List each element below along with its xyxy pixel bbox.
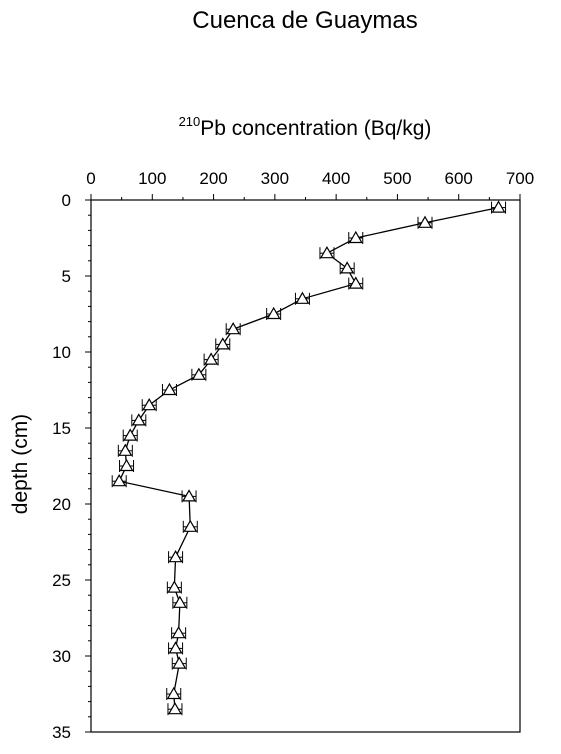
data-point (168, 549, 184, 564)
data-point (348, 230, 364, 244)
chart-title: Cuenca de Guaymas (192, 7, 417, 34)
triangle-marker (123, 428, 138, 441)
triangle-marker (491, 200, 506, 213)
triangle-marker (168, 549, 183, 563)
data-point (294, 291, 310, 305)
data-point (348, 276, 364, 290)
triangle-marker (191, 367, 206, 380)
triangle-marker (226, 321, 241, 335)
triangle-marker (172, 656, 187, 669)
triangle-marker (417, 215, 433, 228)
triangle-marker (142, 397, 157, 411)
triangle-marker (168, 641, 183, 654)
x-tick-label: 500 (383, 169, 411, 188)
y-axis-ticks: 0 5 10 15 20 25 30 35 (52, 191, 91, 742)
plot-frame (90, 199, 521, 733)
data-point (166, 580, 182, 594)
y-axis-label: depth (cm) (9, 414, 32, 514)
x-tick-label: 100 (138, 169, 166, 188)
data-point (203, 352, 219, 366)
data-series (111, 200, 507, 716)
triangle-marker (167, 580, 182, 593)
data-point (172, 595, 188, 609)
x-axis-label: 210Pb concentration (Bq/kg) (179, 114, 432, 140)
x-axis-label-text: Pb concentration (Bq/kg) (200, 117, 431, 140)
data-point (111, 473, 127, 488)
triangle-marker (348, 276, 363, 289)
y-tick-label: 25 (52, 571, 71, 590)
data-point (168, 641, 184, 655)
x-tick-label: 200 (199, 169, 227, 188)
data-point (339, 261, 355, 275)
x-tick-label: 700 (506, 169, 534, 188)
y-tick-label: 35 (52, 723, 71, 742)
triangle-marker (166, 686, 181, 700)
data-point (117, 443, 133, 457)
triangle-marker (131, 413, 146, 426)
triangle-marker (183, 519, 198, 532)
data-point (166, 686, 182, 700)
data-point (182, 519, 198, 533)
triangle-marker (340, 261, 355, 274)
data-point (181, 489, 197, 503)
data-point (171, 625, 187, 640)
data-point (119, 458, 135, 472)
triangle-marker (112, 473, 127, 487)
data-point (417, 215, 433, 229)
x-tick-label: 600 (445, 169, 473, 188)
x-axis-label-superscript: 210 (179, 114, 201, 129)
data-point (266, 306, 282, 320)
triangle-marker (171, 625, 186, 639)
triangle-marker (204, 352, 219, 365)
triangle-marker (167, 701, 182, 715)
triangle-marker (182, 489, 197, 502)
x-axis-ticks: 0 100 200 300 400 500 600 700 (86, 169, 534, 200)
triangle-marker (162, 382, 177, 396)
triangle-marker (119, 458, 134, 472)
data-point (191, 367, 207, 381)
data-point (215, 337, 231, 351)
data-point (122, 428, 138, 442)
y-tick-label: 0 (62, 191, 71, 210)
x-tick-label: 400 (322, 169, 350, 188)
data-point (131, 413, 147, 427)
triangle-marker (215, 337, 230, 350)
y-tick-label: 15 (52, 419, 71, 438)
data-point (171, 656, 187, 670)
triangle-marker (266, 306, 281, 320)
x-tick-label: 300 (261, 169, 289, 188)
triangle-marker (319, 245, 334, 259)
data-point (491, 200, 507, 214)
y-tick-label: 5 (62, 267, 71, 286)
y-tick-label: 10 (52, 343, 71, 362)
y-tick-label: 30 (52, 647, 71, 666)
data-point (141, 397, 157, 412)
triangle-marker (295, 291, 310, 304)
triangle-marker (118, 443, 133, 456)
y-tick-label: 20 (52, 495, 71, 514)
triangle-marker (172, 595, 187, 608)
data-point (319, 245, 335, 260)
data-point (161, 382, 177, 396)
data-point (225, 321, 241, 336)
x-tick-label: 0 (86, 169, 95, 188)
data-point (167, 701, 183, 716)
triangle-marker (348, 230, 363, 244)
